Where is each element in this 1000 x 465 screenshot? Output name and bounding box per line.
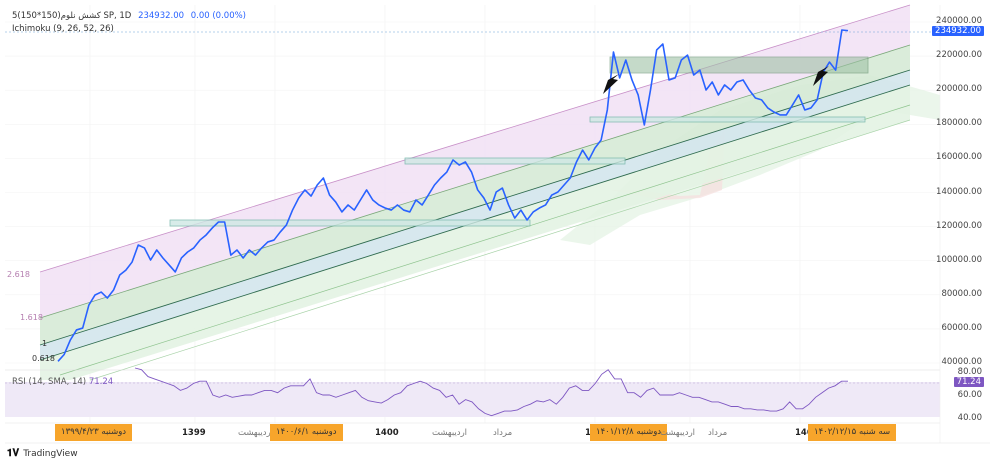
price-axis-tick: 100000.00 (936, 254, 982, 265)
rsi-axis-tick: 60.00 (957, 390, 982, 400)
fib-label: 1 (42, 339, 48, 348)
zone-box-4[interactable] (609, 56, 869, 74)
zone-box-2[interactable] (404, 157, 626, 165)
tradingview-name: TradingView (23, 448, 78, 459)
rsi-pane (5, 382, 940, 417)
fib-label: 0.618 (32, 354, 55, 363)
time-label: اردیبهشت (660, 428, 696, 438)
arrow-icon (813, 66, 829, 86)
time-label: مرداد (493, 428, 513, 438)
fib-band-mid (40, 70, 910, 360)
ichimoku-legend[interactable]: Ichimoku (9, 26, 52, 26) (12, 24, 114, 34)
price-axis-tick: 120000.00 (936, 220, 982, 231)
rsi-current-tag: 71.24 (953, 377, 984, 387)
fib-label: 1.618 (20, 313, 43, 322)
time-label: اردیبهشت (238, 428, 274, 438)
price-axis-tick: 140000.00 (936, 186, 982, 197)
time-label: 1400 (375, 428, 399, 438)
price-axis-tick: 60000.00 (941, 322, 982, 333)
tradingview-logo-icon: 𝟏𝐕 (7, 448, 20, 459)
time-label: 1399 (182, 428, 206, 438)
ichimoku-cloud-red (610, 130, 725, 200)
date-tag: دوشنبه ۱۴۰۱/۱۲/۸ (590, 424, 668, 441)
fib-band-lower (40, 85, 910, 380)
date-tag: سه شنبه ۱۴۰۲/۱۲/۱۵ (808, 424, 897, 441)
price-axis-tick: 160000.00 (936, 152, 982, 163)
price-axis-tick: 200000.00 (936, 84, 982, 95)
price-axis-tick: 180000.00 (936, 118, 982, 129)
zone-box-1[interactable] (169, 219, 531, 227)
time-label: 140 (795, 428, 813, 438)
date-tag: دوشنبه ۱۳۹۹/۴/۲۳ (55, 424, 133, 441)
fib-label: 2.618 (7, 270, 30, 279)
price-axis-tick: 240000.00 (936, 16, 982, 26)
price-axis-tick: 220000.00 (936, 50, 982, 61)
date-tag: دوشنبه ۱۴۰۰/۶/۱ (270, 424, 343, 441)
rsi-legend[interactable]: RSI (14, SMA, 14) 71.24 (12, 377, 113, 387)
time-label: 1 (585, 428, 591, 438)
last-price: 234932.00 (138, 11, 185, 21)
symbol-name: 5(150*150)کشش نلوم SP, 1D (12, 11, 132, 21)
tradingview-branding[interactable]: 𝟏𝐕 TradingView (7, 448, 78, 459)
symbol-legend[interactable]: 5(150*150)کشش نلوم SP, 1D 234932.00 0.00… (12, 11, 246, 21)
arrow-icon (603, 74, 619, 94)
rsi-axis-tick: 40.00 (957, 413, 982, 423)
price-axis-tick: 80000.00 (941, 288, 982, 299)
time-label: مرداد (708, 428, 728, 438)
price-line (57, 29, 849, 362)
rsi-line (134, 367, 848, 417)
price-change: 0.00 (0.00%) (190, 11, 246, 21)
zone-box-3[interactable] (589, 116, 866, 123)
time-label: اردیبهشت (432, 428, 468, 438)
rsi-axis-tick: 80.00 (957, 367, 982, 377)
rsi-legend-name: RSI (14, SMA, 14) (12, 377, 87, 387)
price-axis-tick: 40000.00 (941, 357, 982, 367)
current-price-tag: 234932.00 (932, 26, 984, 36)
rsi-legend-value: 71.24 (88, 377, 114, 387)
